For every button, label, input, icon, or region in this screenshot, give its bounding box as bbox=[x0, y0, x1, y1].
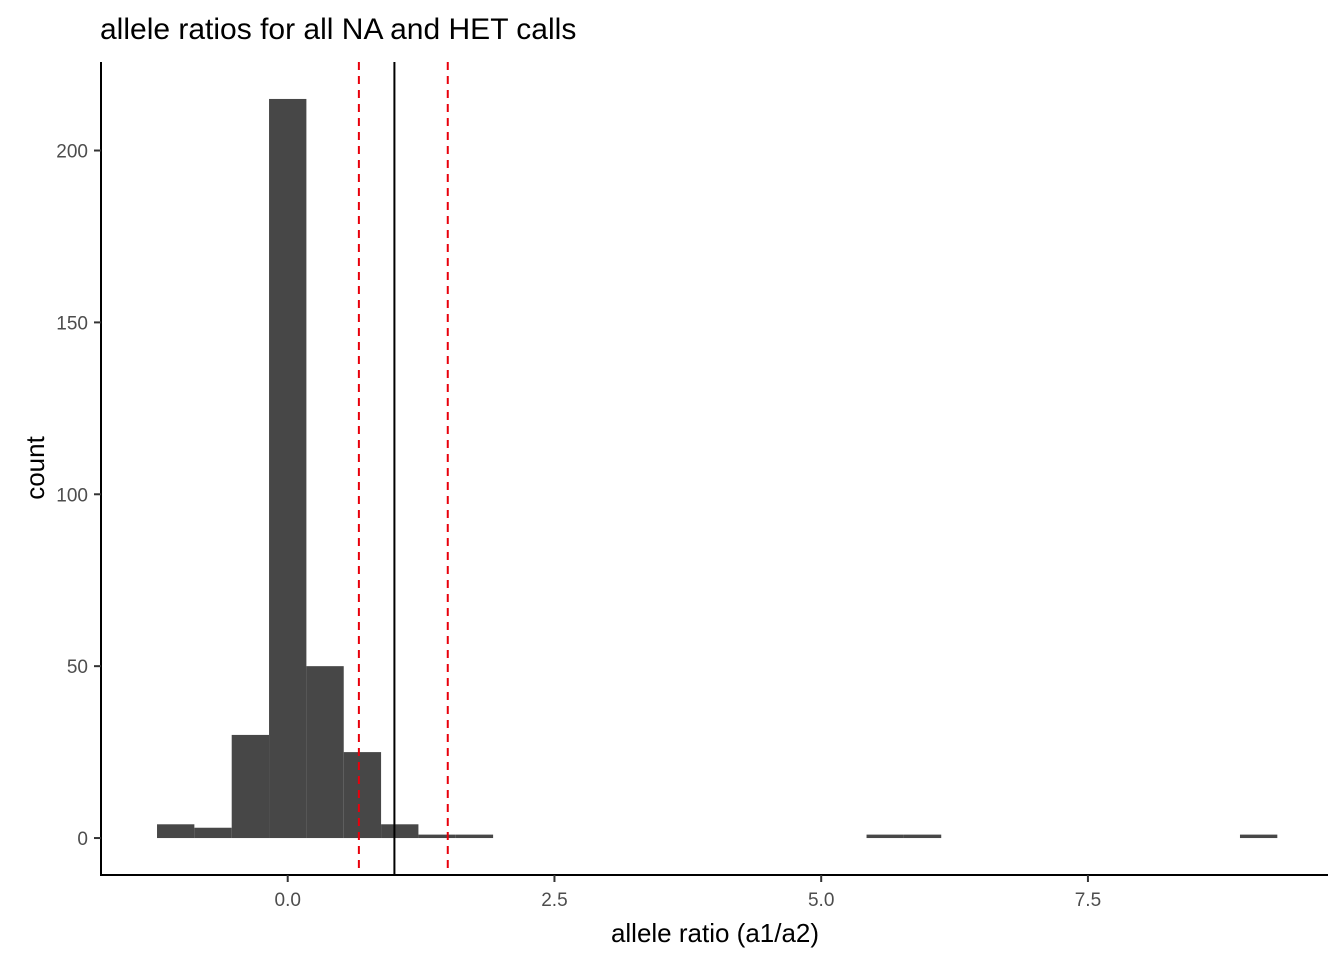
histogram-bar bbox=[194, 827, 232, 839]
y-axis-ticks: 0 50 100 150 200 bbox=[56, 142, 101, 850]
y-tick-label: 50 bbox=[67, 657, 88, 678]
y-tick-label: 150 bbox=[56, 313, 88, 334]
histogram-bar bbox=[269, 98, 307, 839]
reference-lines bbox=[357, 62, 449, 875]
x-tick-label: 0.0 bbox=[275, 890, 301, 911]
y-tick-label: 200 bbox=[56, 142, 88, 163]
histogram-bar bbox=[157, 824, 195, 839]
histogram-bar bbox=[231, 734, 270, 839]
histogram-bar bbox=[866, 834, 904, 839]
y-tick-label: 0 bbox=[77, 829, 88, 850]
x-tick-label: 2.5 bbox=[541, 890, 567, 911]
x-tick-label: 5.0 bbox=[808, 890, 834, 911]
y-tick-label: 100 bbox=[56, 485, 88, 506]
y-axis-title: count bbox=[20, 435, 50, 499]
histogram-bar bbox=[306, 666, 344, 839]
x-axis-title: allele ratio (a1/a2) bbox=[611, 918, 819, 948]
histogram-bar bbox=[1239, 834, 1278, 839]
histogram-bar bbox=[455, 834, 494, 839]
histogram-bars bbox=[157, 98, 1278, 839]
x-axis-ticks: 0.0 2.5 5.0 7.5 bbox=[275, 875, 1101, 911]
histogram-bar bbox=[343, 752, 382, 839]
chart-title: allele ratios for all NA and HET calls bbox=[100, 13, 576, 46]
histogram-bar bbox=[903, 834, 942, 839]
x-tick-label: 7.5 bbox=[1075, 890, 1101, 911]
histogram-bar bbox=[418, 834, 456, 839]
histogram-bar bbox=[381, 824, 419, 839]
